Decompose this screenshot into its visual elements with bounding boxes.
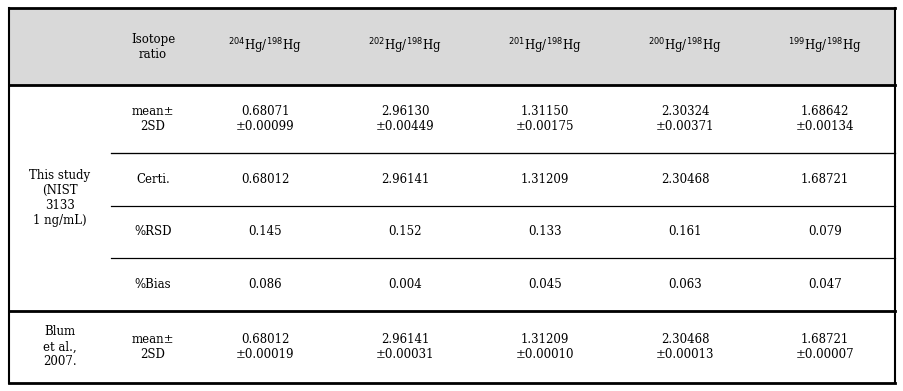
Text: 1.68721
±0.00007: 1.68721 ±0.00007	[795, 333, 853, 361]
Text: mean±
2SD: mean± 2SD	[132, 105, 174, 133]
Text: 2.96141: 2.96141	[380, 173, 429, 186]
Text: 0.152: 0.152	[388, 225, 422, 238]
Text: 0.047: 0.047	[807, 278, 841, 291]
Text: 2.30468
±0.00013: 2.30468 ±0.00013	[655, 333, 713, 361]
Text: 1.31209
±0.00010: 1.31209 ±0.00010	[516, 333, 573, 361]
Text: Certi.: Certi.	[136, 173, 170, 186]
Text: 1.31209: 1.31209	[520, 173, 569, 186]
Text: 2.96130
±0.00449: 2.96130 ±0.00449	[376, 105, 433, 133]
Text: This study
(NIST
3133
1 ng/mL): This study (NIST 3133 1 ng/mL)	[30, 169, 90, 227]
Text: 2.96141
±0.00031: 2.96141 ±0.00031	[376, 333, 433, 361]
Text: 0.68012
±0.00019: 0.68012 ±0.00019	[236, 333, 294, 361]
Text: 0.086: 0.086	[248, 278, 282, 291]
Text: %RSD: %RSD	[135, 225, 172, 238]
Text: $^{201}$Hg/$^{198}$Hg: $^{201}$Hg/$^{198}$Hg	[507, 37, 582, 56]
Text: %Bias: %Bias	[135, 278, 172, 291]
Text: $^{204}$Hg/$^{198}$Hg: $^{204}$Hg/$^{198}$Hg	[228, 37, 302, 56]
Text: 0.063: 0.063	[667, 278, 701, 291]
Text: 0.161: 0.161	[667, 225, 701, 238]
Text: 1.68721: 1.68721	[800, 173, 848, 186]
Text: 0.045: 0.045	[527, 278, 562, 291]
Text: Blum
et al.,
2007.: Blum et al., 2007.	[43, 325, 77, 368]
Text: 0.004: 0.004	[387, 278, 422, 291]
Text: 1.68642
±0.00134: 1.68642 ±0.00134	[795, 105, 853, 133]
Text: 0.079: 0.079	[807, 225, 841, 238]
Text: 2.30468: 2.30468	[660, 173, 709, 186]
Text: 0.68071
±0.00099: 0.68071 ±0.00099	[236, 105, 294, 133]
Text: 0.133: 0.133	[527, 225, 561, 238]
Text: Isotope
ratio: Isotope ratio	[131, 32, 175, 61]
Text: $^{199}$Hg/$^{198}$Hg: $^{199}$Hg/$^{198}$Hg	[787, 37, 861, 56]
Text: $^{200}$Hg/$^{198}$Hg: $^{200}$Hg/$^{198}$Hg	[647, 37, 721, 56]
Text: 2.30324
±0.00371: 2.30324 ±0.00371	[655, 105, 713, 133]
Text: 1.31150
±0.00175: 1.31150 ±0.00175	[516, 105, 573, 133]
Text: 0.68012: 0.68012	[240, 173, 289, 186]
Bar	[9, 8, 894, 85]
Text: 0.145: 0.145	[248, 225, 282, 238]
Text: mean±
2SD: mean± 2SD	[132, 333, 174, 361]
Text: $^{202}$Hg/$^{198}$Hg: $^{202}$Hg/$^{198}$Hg	[368, 37, 442, 56]
